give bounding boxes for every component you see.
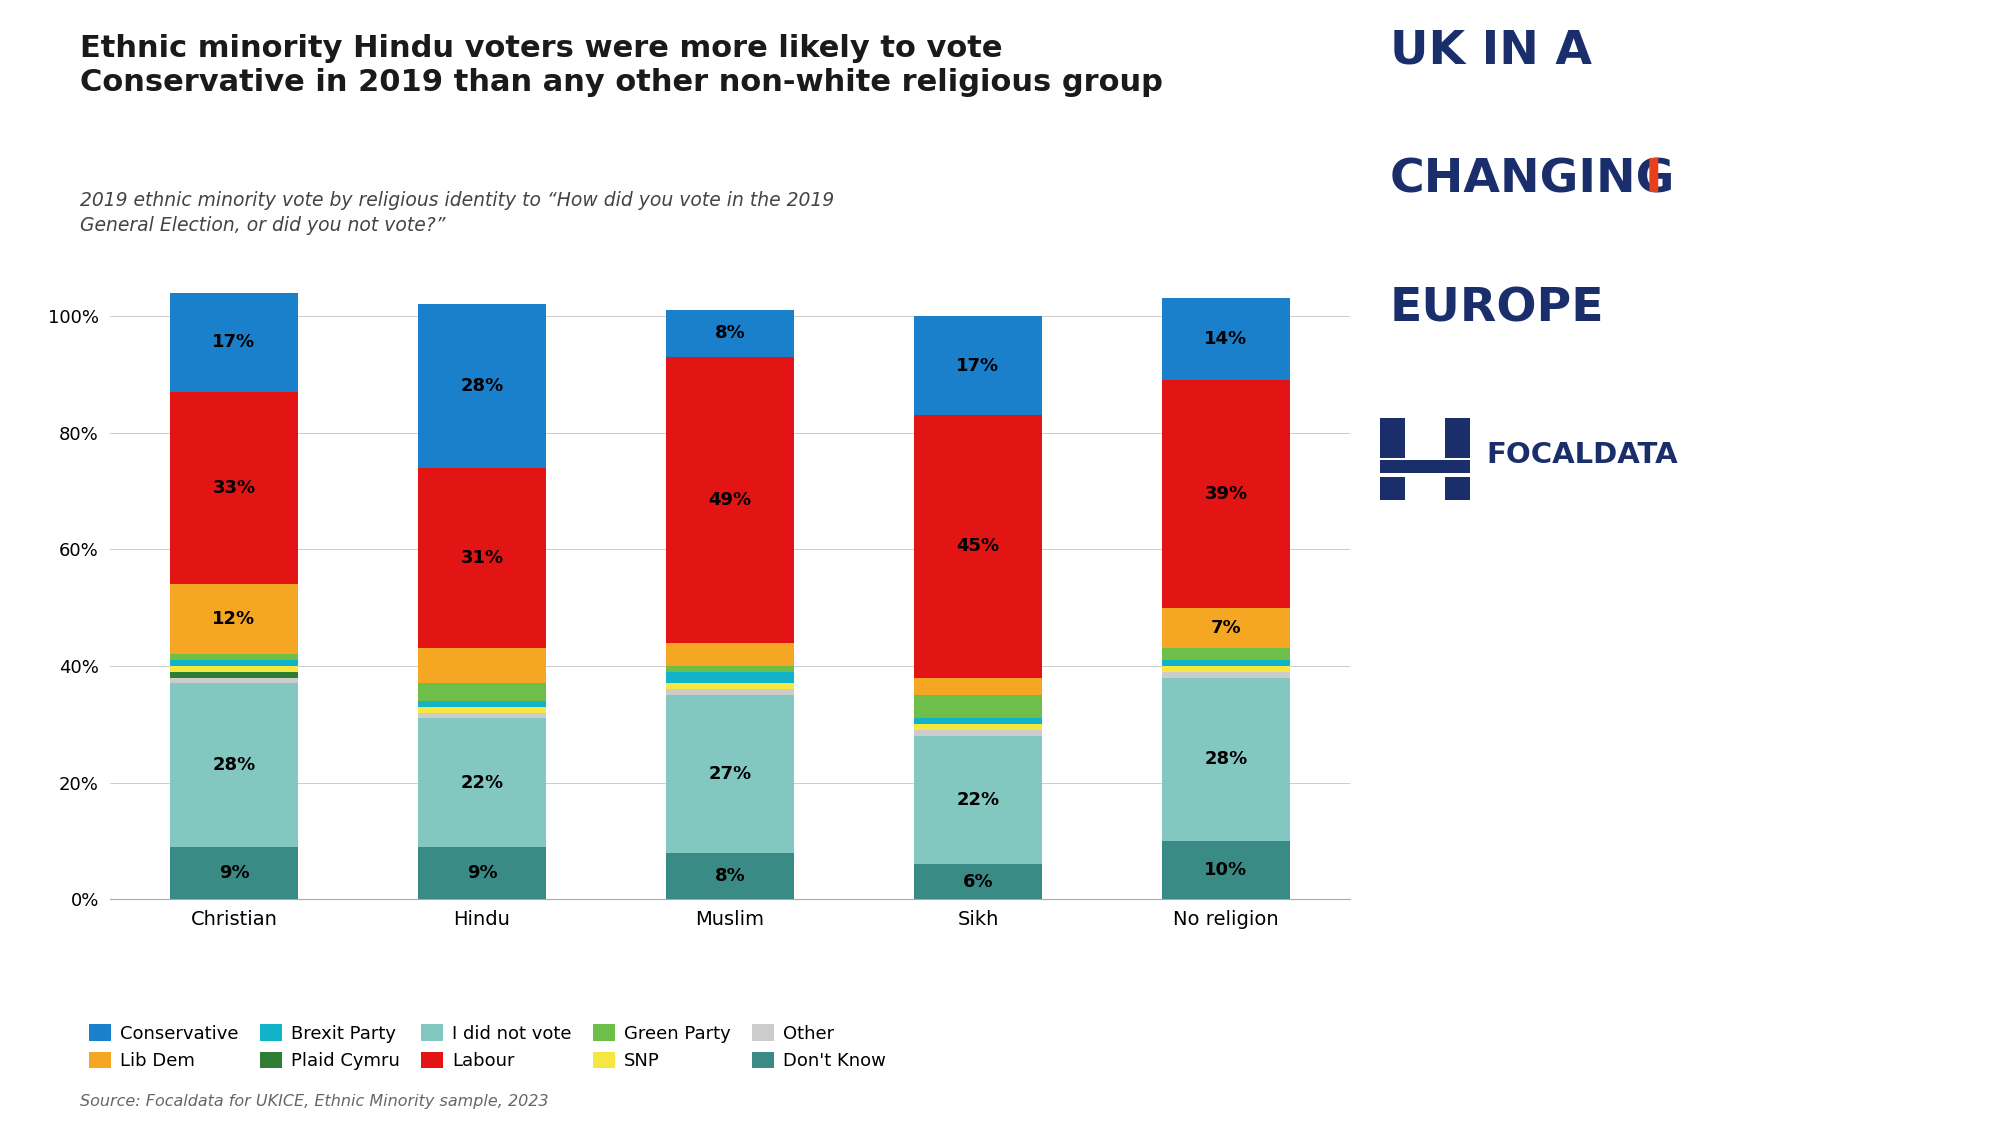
Bar <box>170 654 298 660</box>
Text: 49%: 49% <box>708 491 752 509</box>
Bar <box>418 683 546 701</box>
Text: CHANGING: CHANGING <box>1390 157 1676 202</box>
Bar <box>914 731 1042 736</box>
Text: 17%: 17% <box>212 333 256 351</box>
Bar <box>666 695 794 852</box>
Bar <box>666 665 794 672</box>
Text: 10%: 10% <box>1204 861 1248 879</box>
Text: 45%: 45% <box>956 537 1000 555</box>
Bar <box>914 695 1042 718</box>
Bar <box>170 584 298 654</box>
Bar <box>1162 678 1290 841</box>
Bar <box>666 689 794 695</box>
Text: 28%: 28% <box>1204 750 1248 768</box>
Bar <box>914 718 1042 724</box>
Text: 2019 ethnic minority vote by religious identity to “How did you vote in the 2019: 2019 ethnic minority vote by religious i… <box>80 191 834 235</box>
Bar <box>1162 841 1290 899</box>
Text: UK IN A: UK IN A <box>1390 28 1592 73</box>
Bar <box>1162 665 1290 672</box>
Text: 27%: 27% <box>708 764 752 782</box>
Bar <box>418 846 546 899</box>
Text: 33%: 33% <box>212 479 256 497</box>
Text: Ethnic minority Hindu voters were more likely to vote
Conservative in 2019 than : Ethnic minority Hindu voters were more l… <box>80 34 1162 98</box>
Bar <box>666 356 794 643</box>
Bar <box>666 852 794 899</box>
Text: 7%: 7% <box>1210 619 1242 637</box>
Text: 31%: 31% <box>460 549 504 566</box>
Bar <box>666 310 794 356</box>
Bar <box>914 724 1042 731</box>
Bar <box>1444 477 1470 500</box>
Bar <box>1162 672 1290 678</box>
Text: Source: Focaldata for UKICE, Ethnic Minority sample, 2023: Source: Focaldata for UKICE, Ethnic Mino… <box>80 1095 548 1109</box>
Text: FOCALDATA: FOCALDATA <box>1486 442 1678 469</box>
Bar <box>914 415 1042 678</box>
Bar <box>1380 477 1406 500</box>
Bar <box>418 707 546 713</box>
Bar <box>170 672 298 678</box>
Text: 39%: 39% <box>1204 484 1248 502</box>
Bar <box>170 665 298 672</box>
Text: 8%: 8% <box>714 325 746 343</box>
Text: I: I <box>1644 157 1662 202</box>
Text: 22%: 22% <box>956 791 1000 809</box>
Bar <box>170 392 298 584</box>
Bar <box>170 678 298 683</box>
Bar <box>418 718 546 846</box>
Bar <box>1380 460 1470 473</box>
Bar <box>914 736 1042 864</box>
Bar <box>418 468 546 649</box>
Text: 6%: 6% <box>962 872 994 890</box>
Text: 28%: 28% <box>212 756 256 774</box>
Bar <box>170 292 298 392</box>
Bar <box>418 649 546 683</box>
Bar <box>1162 649 1290 660</box>
Text: 9%: 9% <box>218 864 250 882</box>
Bar <box>1162 299 1290 380</box>
Bar <box>1380 418 1406 459</box>
Bar <box>418 713 546 718</box>
Bar <box>418 701 546 707</box>
Text: 8%: 8% <box>714 867 746 885</box>
Bar <box>914 678 1042 695</box>
Legend: Conservative, Lib Dem, Brexit Party, Plaid Cymru, I did not vote, Labour, Green : Conservative, Lib Dem, Brexit Party, Pla… <box>90 1024 886 1070</box>
Text: 28%: 28% <box>460 377 504 395</box>
Text: EUROPE: EUROPE <box>1390 287 1604 332</box>
Bar <box>666 672 794 683</box>
Text: 12%: 12% <box>212 610 256 628</box>
Bar <box>1162 660 1290 665</box>
Bar <box>914 864 1042 899</box>
Bar <box>170 660 298 665</box>
Bar <box>1162 380 1290 608</box>
Bar <box>418 305 546 468</box>
Bar <box>1444 418 1470 459</box>
Text: 9%: 9% <box>466 864 498 882</box>
Bar <box>170 683 298 846</box>
Text: 17%: 17% <box>956 356 1000 374</box>
Bar <box>1162 608 1290 649</box>
Bar <box>914 316 1042 415</box>
Text: 22%: 22% <box>460 773 504 791</box>
Text: 14%: 14% <box>1204 330 1248 348</box>
Bar <box>666 643 794 665</box>
Bar <box>170 846 298 899</box>
Bar <box>666 683 794 689</box>
